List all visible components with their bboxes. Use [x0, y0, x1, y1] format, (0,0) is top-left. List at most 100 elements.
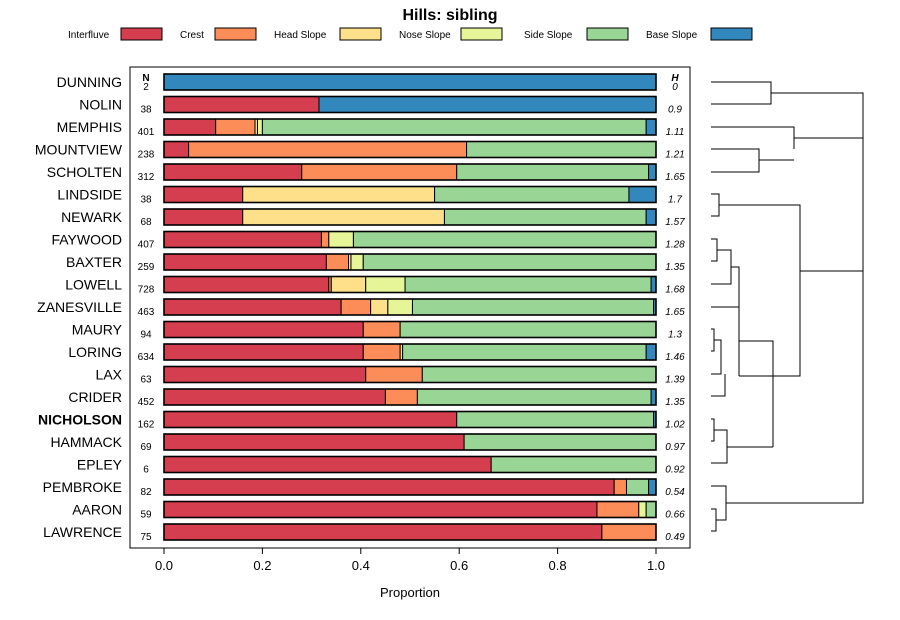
- n-value: 38: [140, 195, 152, 206]
- bar-segment: [163, 366, 367, 383]
- dendrogram-branch: [711, 249, 732, 285]
- bar-outline: [163, 343, 657, 361]
- bar-segment: [328, 231, 354, 248]
- bar-row: LOWELL 728 1.68: [65, 275, 685, 296]
- bar-row: HAMMACK 69 0.97: [50, 433, 685, 453]
- bar-row: PEMBROKE 82 0.54: [43, 478, 685, 498]
- bar-row: LINDSIDE 38 1.7: [57, 185, 682, 206]
- x-tick-label: 0.4: [352, 558, 370, 573]
- bar-outline: [163, 230, 657, 249]
- n-value: 312: [138, 172, 155, 183]
- bar-segment: [163, 456, 492, 473]
- bar-segment: [330, 276, 367, 293]
- bar-outline: [163, 455, 657, 474]
- n-value: 259: [138, 262, 155, 273]
- n-column-header: N: [142, 73, 149, 84]
- bar-segment: [163, 96, 320, 113]
- category-label: SCHOLTEN: [47, 164, 122, 180]
- bar-segment: [350, 253, 364, 271]
- bar-row: EPLEY 6 0.92: [77, 455, 685, 476]
- bar-segment: [645, 501, 657, 518]
- bar-row: SCHOLTEN 312 1.65: [47, 163, 685, 183]
- n-value: 94: [140, 330, 152, 341]
- h-value: 1.21: [665, 150, 684, 161]
- bar-segment: [163, 478, 615, 496]
- legend-swatch: [339, 27, 382, 41]
- bar-segment: [416, 388, 652, 406]
- category-label: AARON: [72, 502, 122, 518]
- category-label: DUNNING: [57, 74, 122, 90]
- bar-segment: [402, 343, 647, 361]
- bar-segment: [463, 433, 657, 451]
- bar-segment: [404, 276, 652, 293]
- dendrogram-branch: [711, 374, 726, 397]
- h-value: 0.92: [665, 465, 685, 476]
- dendrogram-branch: [711, 81, 772, 105]
- bar-outline: [163, 118, 657, 136]
- category-label: MOUNTVIEW: [35, 142, 123, 158]
- bar-segment: [188, 141, 468, 158]
- bar-segment: [163, 433, 465, 451]
- bar-segment: [456, 163, 650, 181]
- bar-segment: [434, 186, 630, 203]
- bar-segment: [645, 118, 657, 136]
- n-value: 38: [140, 105, 152, 116]
- dendrogram-branch: [726, 271, 864, 504]
- bar-segment: [365, 276, 406, 293]
- n-value: 634: [138, 352, 155, 363]
- bar-segment: [362, 321, 401, 338]
- dendrogram-branch: [711, 148, 760, 173]
- bar-segment: [163, 118, 217, 136]
- legend-label: Nose Slope: [399, 30, 451, 41]
- h-column-header: H: [671, 73, 679, 84]
- x-tick-label: 0.2: [253, 558, 271, 573]
- h-value: 1.28: [665, 240, 685, 251]
- bar-row: NEWARK 68 1.57: [61, 208, 685, 228]
- bar-segment: [163, 411, 458, 428]
- h-value: 1.68: [665, 285, 685, 296]
- dendrogram-branch: [711, 339, 722, 375]
- bar-outline: [163, 208, 657, 226]
- legend-label: Interfluve: [68, 30, 110, 41]
- legend-label: Side Slope: [524, 30, 573, 41]
- n-value: 162: [138, 420, 155, 431]
- bar-outline: [163, 365, 657, 384]
- category-label: CRIDER: [68, 389, 122, 405]
- bar-row: FAYWOOD 407 1.28: [51, 230, 685, 251]
- x-tick-label: 0.0: [155, 558, 173, 573]
- legend-swatch: [214, 27, 257, 41]
- category-label: MEMPHIS: [57, 119, 122, 135]
- dendrogram-branch: [711, 418, 715, 442]
- category-label: LAWRENCE: [43, 524, 122, 540]
- bar-segment: [318, 96, 657, 113]
- bar-segment: [601, 523, 657, 541]
- category-label: NICHOLSON: [38, 412, 122, 428]
- n-value: 2: [143, 82, 149, 93]
- bar-segment: [163, 141, 190, 158]
- bar-outline: [163, 298, 657, 316]
- h-value: 0.97: [665, 442, 685, 453]
- n-value: 463: [138, 307, 155, 318]
- category-label: HAMMACK: [50, 434, 122, 450]
- bar-segment: [340, 298, 372, 316]
- bar-outline: [163, 253, 657, 271]
- dendrogram-branch: [711, 485, 727, 521]
- bar-row: MEMPHIS 401 1.11: [57, 118, 684, 138]
- bar-outline: [163, 140, 657, 159]
- bar-segment: [163, 208, 244, 226]
- category-label: NOLIN: [79, 97, 122, 113]
- n-value: 68: [140, 217, 152, 228]
- bar-outline: [163, 410, 657, 429]
- bar-row: LORING 634 1.46: [68, 343, 685, 363]
- bar-segment: [648, 163, 657, 181]
- bar-segment: [163, 388, 386, 406]
- bar-segment: [466, 141, 657, 158]
- bar-outline: [163, 388, 657, 406]
- legend-label: Head Slope: [274, 30, 327, 41]
- h-value: 1.35: [665, 397, 685, 408]
- x-axis-label: Proportion: [380, 585, 440, 600]
- bar-segment: [256, 118, 263, 136]
- bar-segment: [628, 186, 657, 203]
- bar-segment: [490, 456, 657, 473]
- chart-title: Hills: sibling: [402, 7, 497, 24]
